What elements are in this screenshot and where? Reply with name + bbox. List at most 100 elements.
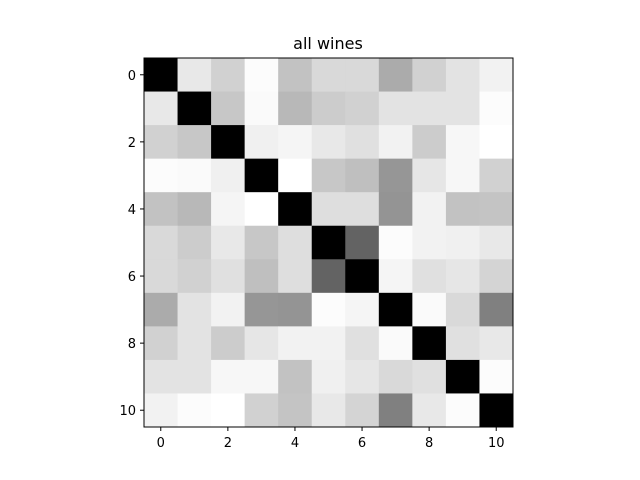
heatmap-cell-1-10: [479, 91, 514, 126]
heatmap-cell-10-9: [445, 393, 480, 428]
heatmap-cell-2-9: [445, 125, 480, 160]
heatmap-cell-2-8: [412, 125, 447, 160]
x-tick-label: 6: [358, 436, 366, 451]
heatmap-cell-8-1: [177, 326, 212, 361]
heatmap-cell-3-9: [445, 158, 480, 193]
x-axis: 0 2 4 6 8 10: [157, 427, 505, 451]
x-tick-label: 8: [425, 436, 433, 451]
plot-frame: [143, 57, 514, 428]
heatmap-cell-9-5: [311, 359, 346, 394]
heatmap-cell-5-6: [345, 225, 380, 260]
heatmap-cell-3-2: [211, 158, 246, 193]
heatmap-cell-3-7: [378, 158, 413, 193]
heatmap-cell-3-10: [479, 158, 514, 193]
heatmap-cell-10-6: [345, 393, 380, 428]
y-axis: 0 2 4 6 8 10: [119, 69, 144, 419]
heatmap-cell-6-2: [211, 259, 246, 294]
heatmap-cell-9-8: [412, 359, 447, 394]
heatmap-cell-6-3: [244, 259, 279, 294]
heatmap-cell-5-9: [445, 225, 480, 260]
heatmap-cell-10-8: [412, 393, 447, 428]
heatmap-cell-2-3: [244, 125, 279, 160]
heatmap-cells: [144, 58, 514, 428]
heatmap-cell-0-4: [278, 58, 313, 92]
heatmap-cell-1-0: [144, 91, 178, 126]
heatmap-cell-8-6: [345, 326, 380, 361]
heatmap-cell-3-4: [278, 158, 313, 193]
heatmap-cell-4-7: [378, 192, 413, 227]
heatmap-cell-8-5: [311, 326, 346, 361]
heatmap-cell-4-9: [445, 192, 480, 227]
y-tick-label: 4: [128, 203, 136, 218]
heatmap-cell-6-5: [311, 259, 346, 294]
heatmap-cell-8-2: [211, 326, 246, 361]
chart-title: all wines: [293, 34, 363, 53]
heatmap-cell-1-6: [345, 91, 380, 126]
heatmap-cell-0-0: [144, 58, 178, 92]
heatmap-cell-5-3: [244, 225, 279, 260]
heatmap-cell-8-8: [412, 326, 447, 361]
heatmap-cell-6-6: [345, 259, 380, 294]
heatmap-cell-6-7: [378, 259, 413, 294]
heatmap-cell-4-0: [144, 192, 178, 227]
heatmap-cell-0-1: [177, 58, 212, 92]
heatmap-cell-6-1: [177, 259, 212, 294]
heatmap-cell-9-4: [278, 359, 313, 394]
heatmap-cell-6-9: [445, 259, 480, 294]
y-tick-label: 2: [128, 136, 136, 151]
heatmap-cell-9-9: [445, 359, 480, 394]
x-tick-label: 4: [291, 436, 299, 451]
heatmap-cell-7-1: [177, 292, 212, 327]
heatmap-cell-2-7: [378, 125, 413, 160]
heatmap-cell-7-5: [311, 292, 346, 327]
heatmap-cell-10-1: [177, 393, 212, 428]
heatmap-cell-4-5: [311, 192, 346, 227]
heatmap-cell-5-1: [177, 225, 212, 260]
heatmap-cell-2-5: [311, 125, 346, 160]
heatmap-cell-9-6: [345, 359, 380, 394]
heatmap-cell-8-0: [144, 326, 178, 361]
heatmap-cell-5-10: [479, 225, 514, 260]
y-tick-label: 0: [128, 69, 136, 84]
heatmap-cell-0-6: [345, 58, 380, 92]
heatmap-cell-2-6: [345, 125, 380, 160]
heatmap-cell-5-5: [311, 225, 346, 260]
heatmap-cell-6-4: [278, 259, 313, 294]
heatmap-cell-7-3: [244, 292, 279, 327]
heatmap-cell-0-5: [311, 58, 346, 92]
heatmap-cell-5-0: [144, 225, 178, 260]
heatmap-cell-1-7: [378, 91, 413, 126]
heatmap-cell-1-2: [211, 91, 246, 126]
heatmap-cell-0-2: [211, 58, 246, 92]
heatmap-cell-9-7: [378, 359, 413, 394]
heatmap-cell-7-8: [412, 292, 447, 327]
heatmap-cell-1-4: [278, 91, 313, 126]
heatmap-cell-0-10: [479, 58, 514, 92]
x-tick-label: 2: [224, 436, 232, 451]
heatmap-cell-2-10: [479, 125, 514, 160]
heatmap-cell-5-7: [378, 225, 413, 260]
heatmap-cell-0-3: [244, 58, 279, 92]
heatmap-cell-10-5: [311, 393, 346, 428]
heatmap-cell-3-6: [345, 158, 380, 193]
heatmap-cell-0-8: [412, 58, 447, 92]
heatmap-cell-7-10: [479, 292, 514, 327]
heatmap-cell-9-3: [244, 359, 279, 394]
heatmap-cell-1-9: [445, 91, 480, 126]
heatmap-cell-10-7: [378, 393, 413, 428]
heatmap-cell-7-0: [144, 292, 178, 327]
heatmap-cell-2-0: [144, 125, 178, 160]
heatmap-cell-7-6: [345, 292, 380, 327]
heatmap-cell-4-4: [278, 192, 313, 227]
heatmap-cell-10-10: [479, 393, 514, 428]
x-tick-label: 0: [157, 436, 165, 451]
heatmap-cell-4-2: [211, 192, 246, 227]
y-tick-label: 6: [128, 270, 136, 285]
heatmap-cell-4-10: [479, 192, 514, 227]
heatmap-cell-10-4: [278, 393, 313, 428]
heatmap-cell-9-2: [211, 359, 246, 394]
heatmap-cell-10-2: [211, 393, 246, 428]
heatmap-cell-4-6: [345, 192, 380, 227]
heatmap-cell-1-5: [311, 91, 346, 126]
